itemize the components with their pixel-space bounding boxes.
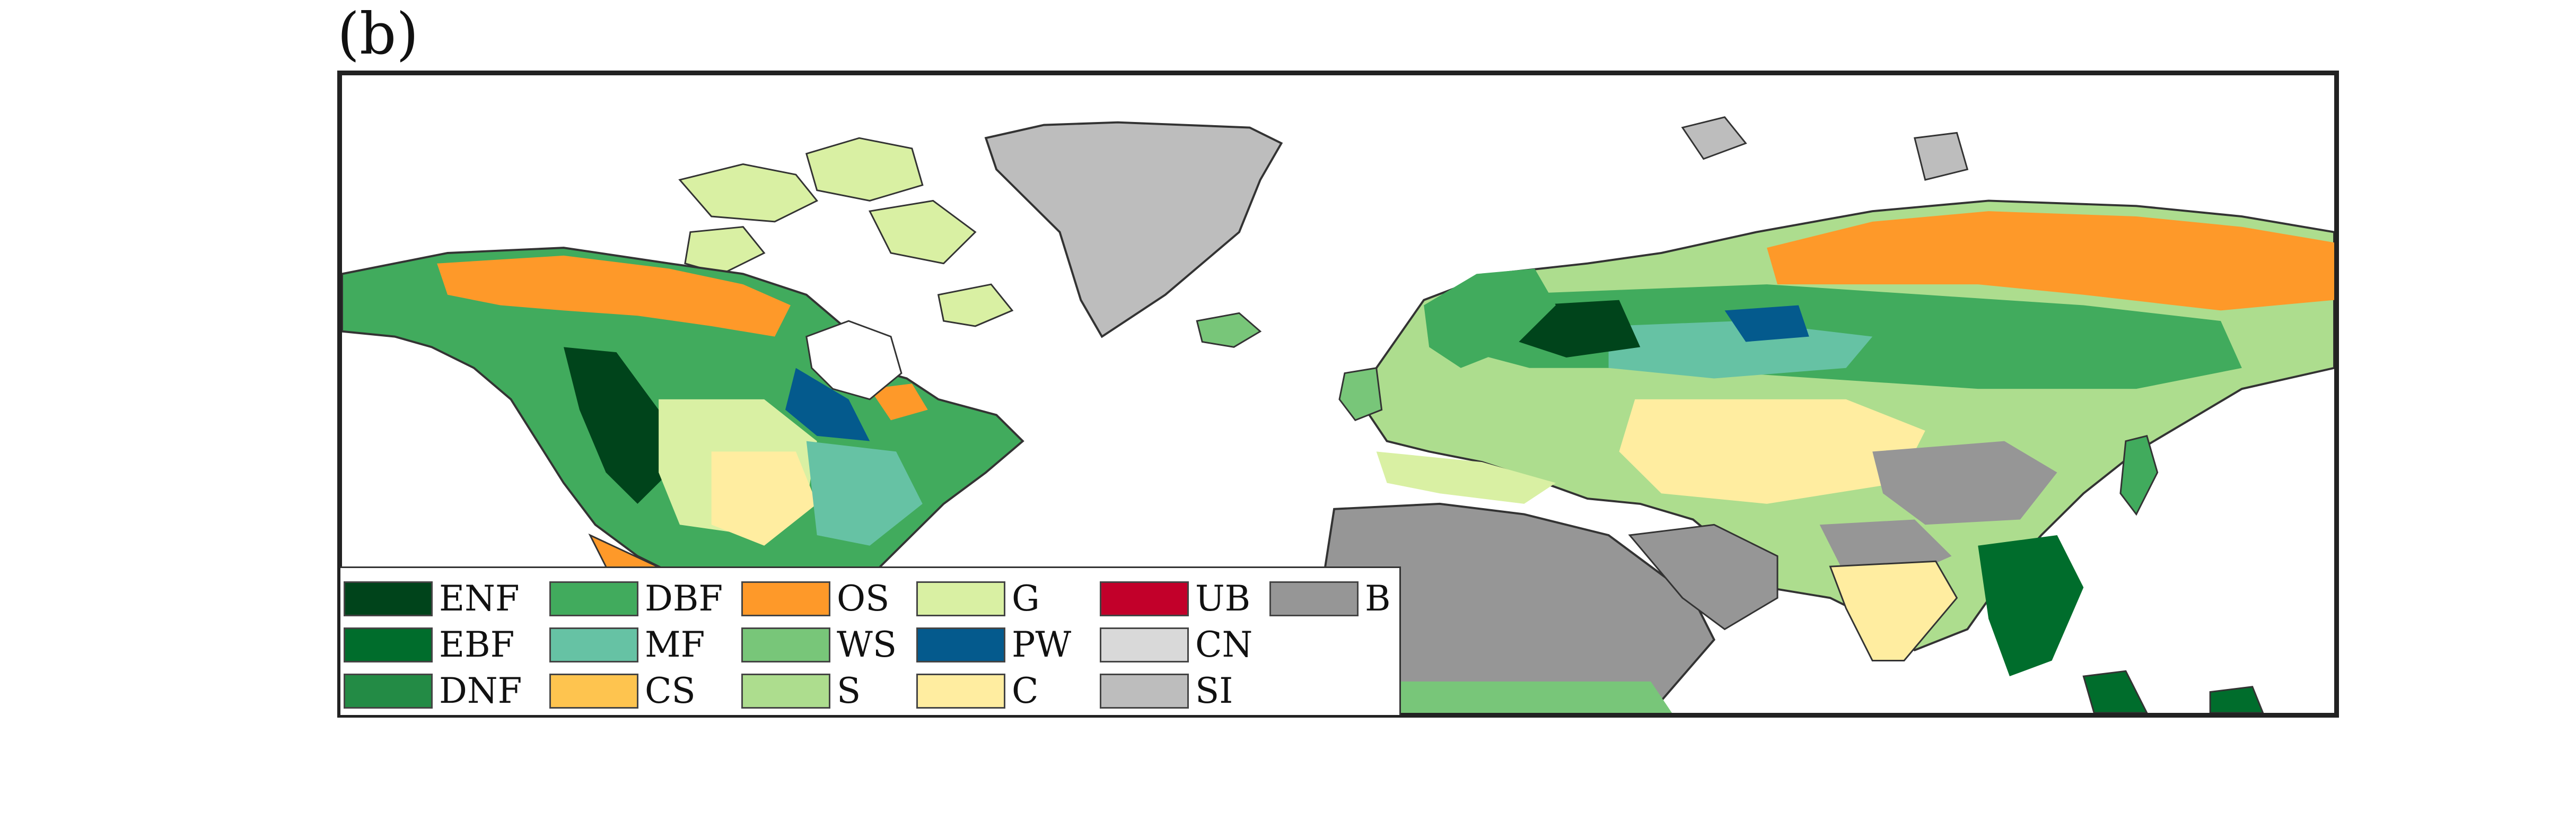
legend-item-cn: CN [1100,624,1252,666]
legend-label: UB [1195,578,1251,619]
legend-item-c: C [916,670,1039,712]
legend-swatch [1269,581,1359,616]
legend-swatch [741,674,830,709]
legend-label: S [837,670,861,711]
legend-item-si: SI [1100,670,1233,712]
legend-item-enf: ENF [344,578,520,620]
legend: ENF EBF DNF DBF MF CS OS WS S G PW C UB CN SI B [340,566,1401,715]
legend-item-ebf: EBF [344,624,514,666]
legend-label: DBF [645,578,723,619]
legend-item-ub: UB [1100,578,1250,620]
legend-item-pw: PW [916,624,1071,666]
legend-item-cs: CS [549,670,696,712]
legend-label: PW [1012,624,1072,665]
legend-swatch [344,581,433,616]
legend-label: G [1012,578,1040,619]
greenland [984,121,1283,338]
legend-item-mf: MF [549,624,705,666]
legend-item-dbf: DBF [549,578,723,620]
legend-label: EBF [439,624,515,665]
legend-item-s: S [741,670,861,712]
legend-label: SI [1195,670,1233,711]
legend-item-ws: WS [741,624,897,666]
legend-swatch [549,674,638,709]
legend-swatch [1100,627,1189,662]
legend-label: MF [645,624,705,665]
legend-item-g: G [916,578,1040,620]
map-canvas [342,116,2334,713]
legend-swatch [549,581,638,616]
legend-item-b: B [1269,578,1391,620]
legend-label: C [1012,670,1039,711]
legend-swatch [1100,581,1189,616]
legend-label: ENF [439,578,520,619]
legend-swatch [916,674,1005,709]
hudson-bay [805,320,903,400]
legend-swatch [344,674,433,709]
legend-swatch [741,627,830,662]
legend-label: WS [837,624,897,665]
legend-swatch [741,581,830,616]
legend-swatch [549,627,638,662]
legend-label: CN [1195,624,1253,665]
legend-swatch [916,627,1005,662]
legend-label: CS [645,670,696,711]
legend-item-dnf: DNF [344,670,522,712]
arctic-islands-na [678,163,819,223]
legend-label: B [1365,578,1391,619]
legend-label: OS [837,578,890,619]
legend-swatch [1100,674,1189,709]
legend-label: DNF [439,670,522,711]
legend-swatch [344,627,433,662]
panel-label: (b) [337,1,419,67]
legend-item-os: OS [741,578,889,620]
legend-swatch [916,581,1005,616]
